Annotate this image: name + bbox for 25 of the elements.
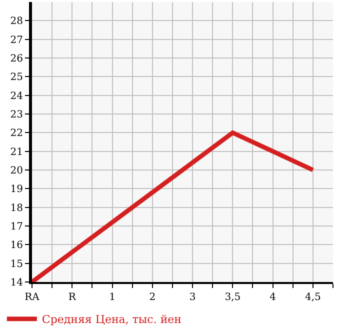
x-tick-label: 3 xyxy=(189,292,196,303)
y-tick-label: 17 xyxy=(10,222,23,232)
x-tick-label: R xyxy=(68,292,76,303)
y-tick-label: 14 xyxy=(10,278,23,288)
x-tick-label: 3,5 xyxy=(224,292,241,303)
y-tick-label: 19 xyxy=(10,184,23,196)
y-tick-label: 25 xyxy=(10,72,23,84)
y-tick-label: 15 xyxy=(10,258,23,270)
line-series xyxy=(32,130,316,282)
y-tick-label: 28 xyxy=(10,16,23,28)
y-tick-label: 20 xyxy=(10,166,23,176)
y-tick-label: 26 xyxy=(10,54,23,64)
x-tick-label: 4,5 xyxy=(304,292,321,303)
x-tick-label: 2 xyxy=(149,292,156,303)
y-tick-label: 21 xyxy=(10,146,23,158)
y-tick-label: 27 xyxy=(10,34,23,46)
y-tick-label: 23 xyxy=(10,110,23,120)
y-tick-label: 18 xyxy=(10,202,23,214)
y-tick-label: 24 xyxy=(10,90,23,102)
y-tick-label: 16 xyxy=(10,240,23,252)
y-tick-label: 22 xyxy=(10,128,23,140)
x-tick-label: RA xyxy=(24,292,40,303)
x-tick-label: 1 xyxy=(109,292,116,303)
x-tick-label: 4 xyxy=(270,292,276,303)
legend-label: Средняя Цена, тыс. йен xyxy=(42,313,182,326)
